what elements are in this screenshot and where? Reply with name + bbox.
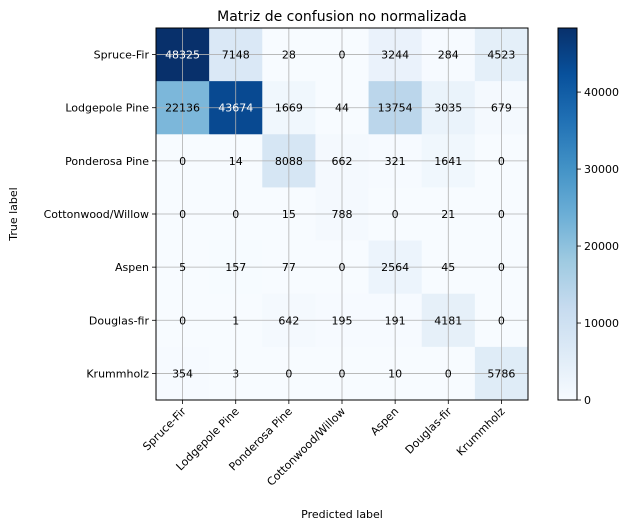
cell-value-label: 21 (441, 208, 455, 221)
cell-value-label: 191 (385, 314, 406, 327)
x-tick-label: Spruce-Fir (140, 405, 189, 454)
y-tick-label: Krummholz (86, 367, 149, 380)
cell-value-label: 662 (332, 155, 353, 168)
cell-value-label: 43674 (218, 102, 253, 115)
cell-value-label: 45 (441, 261, 455, 274)
cell-value-label: 0 (179, 208, 186, 221)
y-tick-label: Cottonwood/Willow (44, 208, 149, 221)
cell-value-label: 0 (179, 155, 186, 168)
cell-value-label: 0 (339, 261, 346, 274)
cell-value-label: 0 (339, 367, 346, 380)
cell-value-label: 0 (179, 314, 186, 327)
cell-value-label: 10 (388, 367, 402, 380)
x-tick-label: Krummholz (454, 405, 508, 459)
cell-value-label: 284 (438, 49, 459, 62)
cell-value-label: 0 (392, 208, 399, 221)
y-tick-label: Ponderosa Pine (65, 155, 149, 168)
cell-value-label: 157 (225, 261, 246, 274)
cell-value-label: 15 (282, 208, 296, 221)
cell-value-label: 0 (339, 49, 346, 62)
cell-value-label: 0 (498, 208, 505, 221)
cell-value-label: 1641 (434, 155, 462, 168)
cell-value-label: 4181 (434, 314, 462, 327)
colorbar-tick-label: 10000 (584, 317, 619, 330)
chart-title: Matriz de confusion no normalizada (217, 9, 467, 25)
cell-value-label: 44 (335, 102, 349, 115)
cell-value-label: 1 (232, 314, 239, 327)
cell-value-label: 642 (278, 314, 299, 327)
cell-value-label: 0 (498, 155, 505, 168)
cell-value-label: 8088 (275, 155, 303, 168)
y-tick-label: Aspen (115, 261, 149, 274)
cell-value-label: 22136 (165, 102, 200, 115)
cell-value-label: 4523 (487, 49, 515, 62)
cell-value-label: 354 (172, 367, 193, 380)
cell-value-label: 7148 (222, 49, 250, 62)
y-axis-label: True label (7, 187, 20, 241)
cell-value-label: 3244 (381, 49, 409, 62)
cell-value-label: 28 (282, 49, 296, 62)
cell-value-label: 195 (332, 314, 353, 327)
cell-value-label: 0 (285, 367, 292, 380)
cell-value-label: 321 (385, 155, 406, 168)
y-tick-label: Douglas-fir (89, 314, 150, 327)
colorbar-tick-label: 20000 (584, 240, 619, 253)
cell-value-label: 0 (445, 367, 452, 380)
cell-value-label: 3035 (434, 102, 462, 115)
y-tick-label: Spruce-Fir (94, 49, 150, 62)
cell-value-label: 14 (229, 155, 243, 168)
colorbar (557, 27, 578, 401)
y-tick-label: Lodgepole Pine (65, 102, 149, 115)
cell-value-labels: 48325 7148 28 0 3244 284 4523 22136 43674 1669 44 1… (165, 49, 515, 381)
colorbar-tick-label: 40000 (584, 86, 619, 99)
cell-value-label: 1669 (275, 102, 303, 115)
cell-value-label: 2564 (381, 261, 409, 274)
gridlines (156, 28, 528, 400)
cell-value-label: 0 (498, 314, 505, 327)
colorbar-ticks: 0 10000 20000 30000 40000 (577, 86, 619, 407)
cell-value-label: 5786 (487, 367, 515, 380)
colorbar-tick-label: 0 (584, 394, 591, 407)
cell-value-label: 0 (498, 261, 505, 274)
cell-value-label: 48325 (165, 49, 200, 62)
x-tick-label: Aspen (368, 405, 401, 438)
cell-value-label: 679 (491, 102, 512, 115)
colorbar-tick-label: 30000 (584, 163, 619, 176)
x-axis-label: Predicted label (301, 508, 383, 521)
cell-value-label: 0 (232, 208, 239, 221)
x-tick-label: Douglas-fir (403, 405, 455, 457)
cell-value-label: 5 (179, 261, 186, 274)
cell-value-label: 77 (282, 261, 296, 274)
y-axis-ticks: Spruce-Fir Lodgepole Pine Ponderosa Pine Co… (44, 49, 156, 380)
cell-value-label: 788 (332, 208, 353, 221)
cell-value-label: 3 (232, 367, 239, 380)
cell-value-label: 13754 (378, 102, 413, 115)
